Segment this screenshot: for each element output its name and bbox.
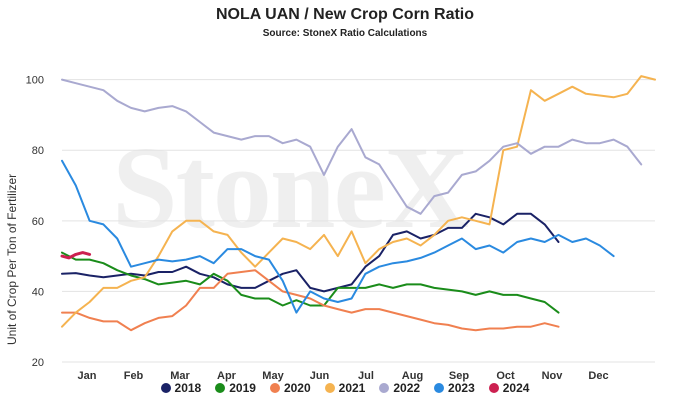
legend-marker-2018 — [160, 383, 171, 393]
x-tick-label-jun: Jun — [310, 370, 330, 382]
legend-marker-2024 — [488, 383, 499, 393]
x-tick-label-apr: Apr — [217, 370, 237, 382]
legend-marker-2021 — [324, 383, 335, 393]
x-tick-label-feb: Feb — [124, 370, 144, 382]
y-tick-label-40: 40 — [32, 286, 44, 298]
series-line-2019 — [61, 251, 560, 314]
legend-marker-2020 — [269, 383, 280, 393]
legend-label-2023: 2023 — [448, 381, 475, 395]
x-tick-label-jul: Jul — [358, 370, 374, 382]
x-tick-label-oct: Oct — [496, 370, 515, 382]
legend-label-2021: 2021 — [338, 381, 366, 395]
legend-item-2023[interactable]: 2023 — [434, 381, 475, 395]
legend-item-2024[interactable]: 2024 — [488, 381, 530, 395]
legend-marker-2023 — [434, 383, 445, 393]
series-line-2024 — [60, 251, 92, 260]
legend-label-2019: 2019 — [229, 381, 256, 395]
legend-marker-2022 — [379, 383, 390, 393]
series-line-2022 — [61, 78, 643, 215]
series-line-2021 — [61, 75, 656, 328]
x-tick-label-sep: Sep — [449, 370, 469, 382]
legend-label-2022: 2022 — [393, 381, 421, 395]
chart-subtitle: Source: StoneX Ratio Calculations — [262, 28, 428, 39]
x-tick-label-mar: Mar — [170, 370, 190, 382]
legend-label-2018: 2018 — [174, 381, 202, 395]
legend-item-2021[interactable]: 2021 — [324, 381, 366, 395]
legend-item-2022[interactable]: 2022 — [379, 381, 420, 395]
y-tick-label-80: 80 — [32, 145, 44, 157]
legend-label-2024: 2024 — [502, 381, 530, 395]
x-tick-label-dec: Dec — [588, 370, 608, 382]
legend-marker-2019 — [215, 383, 226, 393]
x-tick-label-jan: Jan — [78, 370, 97, 382]
chart-title: NOLA UAN / New Crop Corn Ratio — [215, 6, 475, 23]
y-tick-label-100: 100 — [26, 75, 44, 87]
series-line-2020 — [61, 269, 560, 332]
legend-item-2019[interactable]: 2019 — [215, 381, 256, 395]
x-tick-label-may: May — [262, 370, 284, 382]
legend-item-2018[interactable]: 2018 — [160, 381, 202, 395]
series-line-2023 — [61, 159, 615, 314]
legend-item-2020[interactable]: 2020 — [269, 381, 311, 395]
y-tick-label-60: 60 — [32, 216, 44, 228]
chart-legend: 2018 2019 2020 2021 2022 2023 2024 — [0, 381, 690, 395]
x-tick-label-nov: Nov — [542, 370, 564, 382]
legend-label-2020: 2020 — [283, 381, 311, 395]
y-tick-label-20: 20 — [32, 357, 44, 369]
x-tick-label-aug: Aug — [402, 370, 423, 382]
